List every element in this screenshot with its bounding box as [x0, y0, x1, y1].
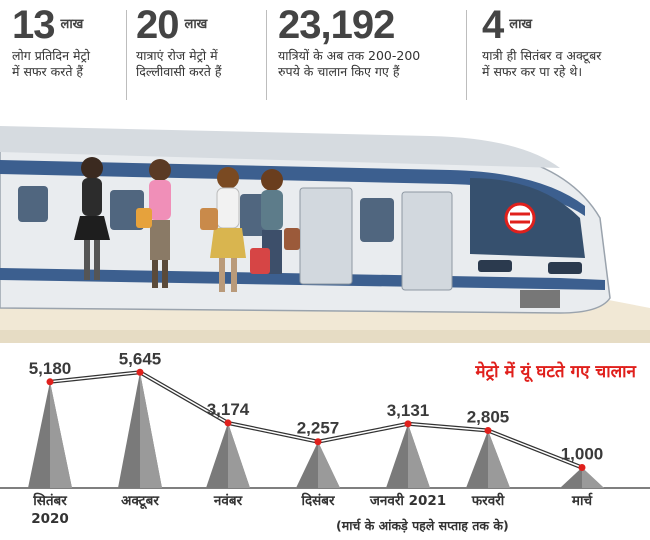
divider [266, 10, 267, 100]
stat-desc-line2: में सफर करते हैं [12, 64, 84, 79]
category-label: जनवरी 2021 [369, 492, 446, 509]
chart-svg: 5,180 5,645 3,174 2,257 3,131 2,805 1,000 सितंब… [0, 349, 650, 527]
train-stripe [0, 160, 585, 216]
stat-desc-line1: यात्री ही सितंबर व अक्टूबर [482, 48, 602, 63]
stat-value: 23,192 [278, 3, 395, 47]
data-point [314, 438, 322, 446]
data-point [224, 419, 232, 427]
category-label: मार्च [571, 492, 594, 509]
data-label: 3,131 [387, 401, 430, 420]
headlight-right [548, 262, 582, 274]
passenger-3 [200, 167, 246, 292]
stat-unit: लाख [184, 17, 208, 32]
train-window [110, 190, 144, 230]
passenger-2 [136, 159, 171, 288]
value-cone-shade [582, 467, 604, 488]
train-roof [0, 126, 560, 168]
data-point [136, 368, 144, 376]
train-coupler [520, 290, 560, 308]
stat-desc-line2: दिल्लीवासी करते हैं [136, 64, 222, 79]
stat-value: 4 [482, 3, 504, 47]
category-label: अक्टूबर [121, 493, 159, 510]
data-label: 2,257 [297, 419, 340, 438]
value-cone-shade [50, 381, 72, 488]
headlight-left [478, 260, 512, 272]
stat-desc-line1: यात्रियों के अब तक 200-200 [278, 48, 421, 63]
chart-title: मेट्रो में यूं घटते गए चालान [475, 362, 636, 382]
passenger-4 [250, 169, 300, 274]
category-label: फरवरी [471, 492, 505, 509]
stat-desc-line1: यात्राएं रोज मेट्रो में [136, 48, 218, 63]
stat-unit: लाख [509, 17, 533, 32]
passenger-1 [74, 157, 110, 280]
stat-sep-oct-riders: 4 लाख यात्री ही सितंबर व अक्टूबर में सफर क… [482, 4, 601, 80]
category-label: दिसंबर [300, 492, 334, 509]
value-cone-shade [318, 441, 340, 488]
fines-chart: 5,180 5,645 3,174 2,257 3,131 2,805 1,000 सितंब… [0, 345, 650, 540]
metro-train-illustration [0, 108, 650, 343]
stat-desc-line1: लोग प्रतिदिन मेट्रो [12, 48, 90, 63]
chart-footnote: (मार्च के आंकड़े पहले सप्ताह तक के) [336, 518, 509, 533]
stat-desc-line2: में सफर कर पा रहे थे। [482, 64, 583, 79]
category-label: 2020 [31, 511, 69, 527]
divider [126, 10, 127, 100]
stat-value: 20 [136, 3, 179, 47]
stat-fines: 23,192 यात्रियों के अब तक 200-200 रुपये क… [278, 4, 420, 80]
stat-value: 13 [12, 3, 55, 47]
stats-header: 13 लाख लोग प्रतिदिन मेट्रो में सफर करते है… [0, 0, 650, 110]
metro-logo-icon [504, 202, 536, 234]
value-cone-shade [408, 423, 430, 488]
data-point [484, 426, 492, 434]
category-label: सितंबर [32, 492, 67, 509]
data-label: 2,805 [467, 407, 510, 426]
data-label: 1,000 [561, 445, 604, 464]
data-label: 5,645 [119, 349, 162, 368]
train-window [360, 198, 394, 242]
platform-edge [0, 330, 650, 343]
metro-logo-mark [510, 212, 530, 224]
data-label: 3,174 [207, 400, 250, 419]
value-cone-shade [140, 372, 162, 488]
stat-daily-riders: 13 लाख लोग प्रतिदिन मेट्रो में सफर करते है… [12, 4, 90, 80]
stat-daily-trips: 20 लाख यात्राएं रोज मेट्रो में दिल्लीवासी … [136, 4, 222, 80]
stat-unit: लाख [60, 17, 84, 32]
stat-desc-line2: रुपये के चालान किए गए हैं [278, 64, 400, 79]
train-window [18, 186, 48, 222]
data-point [46, 378, 54, 386]
train-door [299, 187, 353, 285]
data-point [404, 420, 412, 428]
train-scene-svg [0, 126, 650, 343]
data-point [578, 464, 586, 471]
divider [466, 10, 467, 100]
category-label: नवंबर [213, 493, 243, 509]
train-door [401, 191, 453, 291]
data-label: 5,180 [29, 359, 72, 378]
value-cone-shade [228, 422, 250, 488]
